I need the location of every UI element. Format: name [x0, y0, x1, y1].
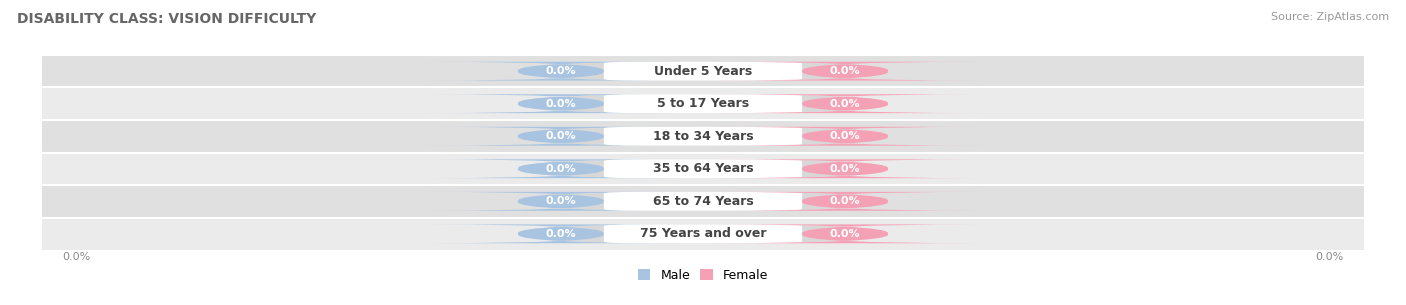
FancyBboxPatch shape	[710, 224, 980, 243]
FancyBboxPatch shape	[603, 224, 801, 243]
Bar	[42, 185, 1364, 217]
FancyBboxPatch shape	[517, 224, 889, 243]
FancyBboxPatch shape	[603, 94, 801, 113]
FancyBboxPatch shape	[603, 192, 801, 211]
FancyBboxPatch shape	[426, 127, 696, 146]
Bar	[42, 152, 1364, 185]
Legend: Male, Female: Male, Female	[633, 264, 773, 287]
FancyBboxPatch shape	[710, 192, 980, 211]
Text: 0.0%: 0.0%	[546, 131, 576, 141]
Text: 65 to 74 Years: 65 to 74 Years	[652, 195, 754, 208]
FancyBboxPatch shape	[426, 224, 696, 243]
FancyBboxPatch shape	[426, 62, 696, 81]
Text: 0.0%: 0.0%	[546, 164, 576, 174]
Text: 0.0%: 0.0%	[546, 229, 576, 239]
Text: 0.0%: 0.0%	[830, 229, 860, 239]
Text: 18 to 34 Years: 18 to 34 Years	[652, 130, 754, 143]
Text: 0.0%: 0.0%	[546, 196, 576, 206]
FancyBboxPatch shape	[426, 159, 696, 178]
Text: 35 to 64 Years: 35 to 64 Years	[652, 162, 754, 175]
Text: 0.0%: 0.0%	[830, 66, 860, 76]
Text: 0.0%: 0.0%	[830, 164, 860, 174]
Text: 0.0%: 0.0%	[1316, 252, 1344, 262]
FancyBboxPatch shape	[426, 192, 696, 211]
FancyBboxPatch shape	[603, 62, 801, 81]
FancyBboxPatch shape	[603, 159, 801, 178]
Bar	[42, 217, 1364, 250]
FancyBboxPatch shape	[426, 94, 696, 113]
Bar	[42, 55, 1364, 88]
Text: 0.0%: 0.0%	[546, 66, 576, 76]
Text: Under 5 Years: Under 5 Years	[654, 65, 752, 78]
FancyBboxPatch shape	[517, 94, 889, 113]
Text: 0.0%: 0.0%	[830, 99, 860, 109]
FancyBboxPatch shape	[710, 127, 980, 146]
Text: 0.0%: 0.0%	[830, 196, 860, 206]
Bar	[42, 88, 1364, 120]
Text: 0.0%: 0.0%	[830, 131, 860, 141]
Bar	[42, 120, 1364, 152]
FancyBboxPatch shape	[517, 127, 889, 146]
FancyBboxPatch shape	[710, 94, 980, 113]
Text: 75 Years and over: 75 Years and over	[640, 227, 766, 240]
Text: Source: ZipAtlas.com: Source: ZipAtlas.com	[1271, 12, 1389, 22]
FancyBboxPatch shape	[517, 159, 889, 178]
FancyBboxPatch shape	[517, 62, 889, 81]
Text: 0.0%: 0.0%	[546, 99, 576, 109]
FancyBboxPatch shape	[710, 62, 980, 81]
Text: 0.0%: 0.0%	[62, 252, 90, 262]
FancyBboxPatch shape	[517, 192, 889, 211]
FancyBboxPatch shape	[710, 159, 980, 178]
Text: DISABILITY CLASS: VISION DIFFICULTY: DISABILITY CLASS: VISION DIFFICULTY	[17, 12, 316, 26]
Text: 5 to 17 Years: 5 to 17 Years	[657, 97, 749, 110]
FancyBboxPatch shape	[603, 127, 801, 146]
